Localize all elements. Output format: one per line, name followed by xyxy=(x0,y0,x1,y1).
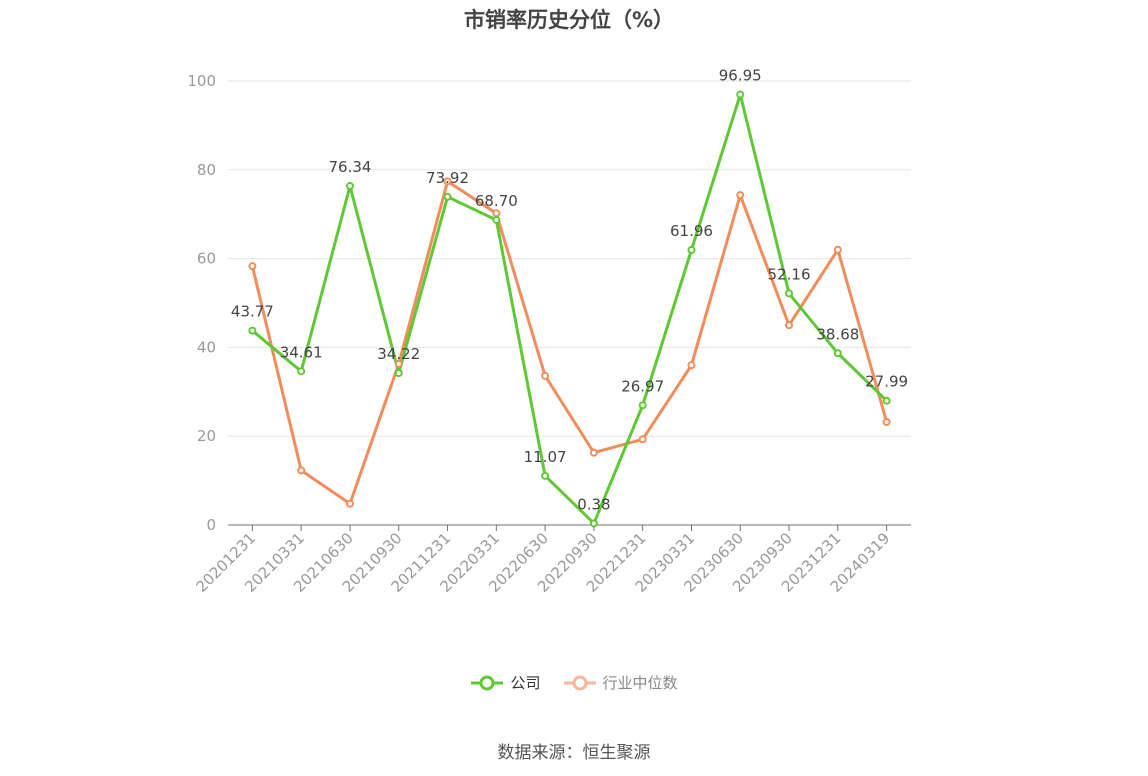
data-label: 68.70 xyxy=(475,192,518,210)
data-point-company[interactable] xyxy=(833,349,842,358)
data-label: 73.92 xyxy=(426,169,469,187)
data-label: 0.38 xyxy=(577,495,610,513)
data-point-industry[interactable] xyxy=(248,262,257,271)
data-point-industry[interactable] xyxy=(394,359,403,368)
data-point-company[interactable] xyxy=(882,396,891,405)
data-point-company[interactable] xyxy=(345,182,354,191)
y-tick-label: 0 xyxy=(206,516,216,534)
legend-industry-label: 行业中位数 xyxy=(602,674,678,692)
data-label: 61.96 xyxy=(670,222,713,240)
data-point-company[interactable] xyxy=(443,192,452,201)
data-point-industry[interactable] xyxy=(882,417,891,426)
data-label: 11.07 xyxy=(524,448,567,466)
y-tick-label: 20 xyxy=(197,427,216,445)
data-label: 34.61 xyxy=(280,343,323,361)
data-point-company[interactable] xyxy=(541,471,550,480)
data-point-company[interactable] xyxy=(687,245,696,254)
data-label: 52.16 xyxy=(768,265,811,283)
data-point-company[interactable] xyxy=(589,519,598,528)
data-point-industry[interactable] xyxy=(492,209,501,218)
data-point-company[interactable] xyxy=(492,215,501,224)
y-tick-label: 60 xyxy=(197,250,216,268)
data-label: 76.34 xyxy=(328,158,371,176)
chart-legend: 公司 行业中位数 xyxy=(0,672,1148,693)
chart-plot: 0204060801002020123120210331202106302021… xyxy=(187,67,911,596)
data-point-industry[interactable] xyxy=(541,371,550,380)
legend-industry-marker-icon xyxy=(563,675,596,690)
series-line-company xyxy=(251,93,888,525)
legend-company-marker-icon xyxy=(471,675,504,690)
y-tick-label: 80 xyxy=(197,161,216,179)
data-label: 26.97 xyxy=(621,377,664,395)
data-point-industry[interactable] xyxy=(589,448,598,457)
series-line-industry xyxy=(250,179,889,506)
data-point-industry[interactable] xyxy=(345,499,354,508)
data-point-company[interactable] xyxy=(248,326,257,335)
legend-company-label: 公司 xyxy=(510,674,541,692)
data-point-industry[interactable] xyxy=(736,191,745,200)
data-source-note: 数据来源：恒生聚源 xyxy=(497,743,651,763)
data-label: 43.77 xyxy=(231,303,274,321)
y-tick-label: 40 xyxy=(197,338,216,356)
data-point-company[interactable] xyxy=(297,367,306,376)
data-point-company[interactable] xyxy=(785,289,794,298)
y-tick-label: 100 xyxy=(187,72,216,90)
data-point-company[interactable] xyxy=(638,401,647,410)
data-point-industry[interactable] xyxy=(687,361,696,370)
data-point-industry[interactable] xyxy=(443,177,452,186)
chart-title: 市销率历史分位（%） xyxy=(463,8,675,32)
data-label: 34.22 xyxy=(377,345,420,363)
data-label: 27.99 xyxy=(865,373,908,391)
data-point-industry[interactable] xyxy=(785,321,794,330)
data-label: 38.68 xyxy=(816,325,859,343)
data-label: 96.95 xyxy=(719,67,762,85)
data-point-company[interactable] xyxy=(394,369,403,378)
legend-item-industry[interactable]: 行业中位数 xyxy=(563,672,678,693)
data-point-company[interactable] xyxy=(736,90,745,99)
data-point-industry[interactable] xyxy=(297,466,306,475)
legend-item-company[interactable]: 公司 xyxy=(470,672,541,693)
data-point-industry[interactable] xyxy=(638,435,647,444)
data-point-industry[interactable] xyxy=(833,245,842,254)
